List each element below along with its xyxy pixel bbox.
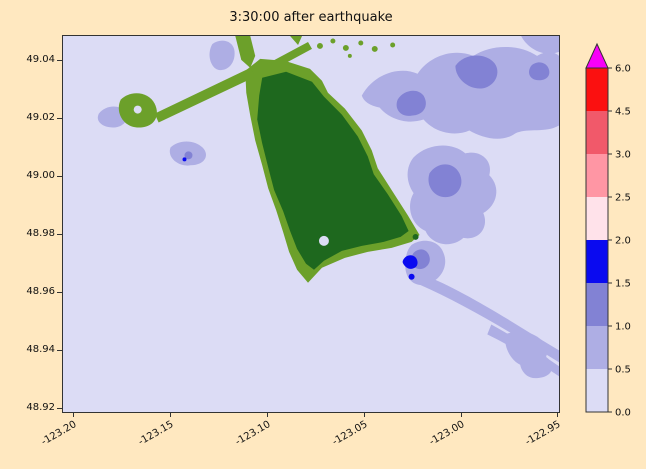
wave-patch [455, 55, 498, 89]
colorbar-tick-label: 2.5 [615, 193, 631, 204]
y-tick-mark [57, 292, 62, 293]
colorbar-segment [586, 240, 608, 283]
colorbar-over-arrow [585, 42, 609, 69]
land-interior-areas [257, 71, 419, 270]
y-tick-label: 48.92 [26, 402, 55, 413]
pond [133, 105, 142, 114]
wave-spot [408, 273, 415, 280]
colorbar-segment [586, 68, 608, 111]
y-tick-mark [57, 408, 62, 409]
colorbar-segment [586, 111, 608, 154]
y-tick-mark [57, 234, 62, 235]
land-dot [330, 38, 336, 44]
wave-patch [396, 90, 426, 116]
colorbar-tick-label: 4.5 [615, 107, 631, 118]
x-tick-label: -123.00 [427, 419, 467, 448]
colorbar-tick-label: 3.0 [615, 150, 631, 161]
pond-holes [133, 105, 329, 246]
x-tick-label: -123.15 [136, 419, 176, 448]
y-tick-mark [57, 60, 62, 61]
colorbar-tick-label: 1.5 [615, 279, 631, 290]
colorbar-segment [586, 154, 608, 197]
figure-title: 3:30:00 after earthquake [229, 10, 393, 25]
y-tick-label: 48.94 [26, 344, 55, 355]
colorbar-segment [586, 326, 608, 369]
wave-spot [182, 157, 187, 162]
colorbar: 6.0 4.5 3.0 2.5 2.0 1.5 1.0 0.5 0.0 [585, 42, 631, 419]
colorbar-tick-label: 6.0 [615, 64, 631, 75]
x-tick-label: -123.10 [233, 419, 273, 448]
x-tick-mark [461, 413, 462, 417]
map-svg [63, 36, 559, 412]
colorbar-ticks [608, 67, 612, 413]
wave-patches-0p5-1p0 [97, 36, 559, 379]
land-dot [316, 42, 323, 49]
island-tip-dark-spot [412, 233, 419, 240]
wave-spot [402, 255, 418, 269]
y-tick-label: 48.96 [26, 286, 55, 297]
wave-patch [519, 352, 553, 379]
land-dot [347, 53, 352, 58]
land-arm [267, 41, 312, 71]
x-tick-mark [557, 413, 558, 417]
y-tick-label: 49.00 [26, 170, 55, 181]
colorbar-tick-label: 2.0 [615, 236, 631, 247]
colorbar-segment [586, 283, 608, 326]
wave-patch [184, 151, 193, 160]
x-tick-label: -123.05 [330, 419, 370, 448]
island-dark-interior [257, 71, 409, 270]
y-tick-label: 49.04 [26, 54, 55, 65]
wave-patch [529, 62, 550, 81]
colorbar-tick-labels: 6.0 4.5 3.0 2.5 2.0 1.5 1.0 0.5 0.0 [615, 64, 631, 419]
wave-patch [428, 164, 462, 198]
map-plot-area [62, 35, 560, 413]
colorbar-tick-label: 1.0 [615, 322, 631, 333]
x-tick-label: -122.95 [523, 419, 563, 448]
pond [318, 235, 329, 246]
wave-patches-1p0-1p5 [184, 55, 550, 270]
colorbar-segment [586, 197, 608, 240]
y-tick-mark [57, 176, 62, 177]
jetty-strip [154, 67, 256, 123]
colorbar-tick-label: 0.5 [615, 365, 631, 376]
colorbar-segments [586, 68, 608, 412]
wave-patch [209, 40, 235, 71]
y-tick-mark [57, 118, 62, 119]
x-tick-mark [73, 413, 74, 417]
x-tick-label: -123.20 [39, 419, 79, 448]
x-tick-mark [267, 413, 268, 417]
y-tick-label: 49.02 [26, 112, 55, 123]
land-stem [235, 36, 256, 68]
land-dot [358, 40, 364, 46]
wave-spots-1p5-2p0 [182, 157, 418, 280]
x-tick-mark [364, 413, 365, 417]
land-dot [390, 42, 396, 48]
land-dot [342, 44, 349, 51]
land-dot [371, 45, 378, 52]
colorbar-tick-label: 0.0 [615, 408, 631, 419]
wave-patch [361, 46, 559, 139]
y-tick-label: 48.98 [26, 228, 55, 239]
y-tick-mark [57, 350, 62, 351]
wave-patch [521, 36, 559, 54]
colorbar-segment [586, 369, 608, 412]
x-tick-mark [170, 413, 171, 417]
